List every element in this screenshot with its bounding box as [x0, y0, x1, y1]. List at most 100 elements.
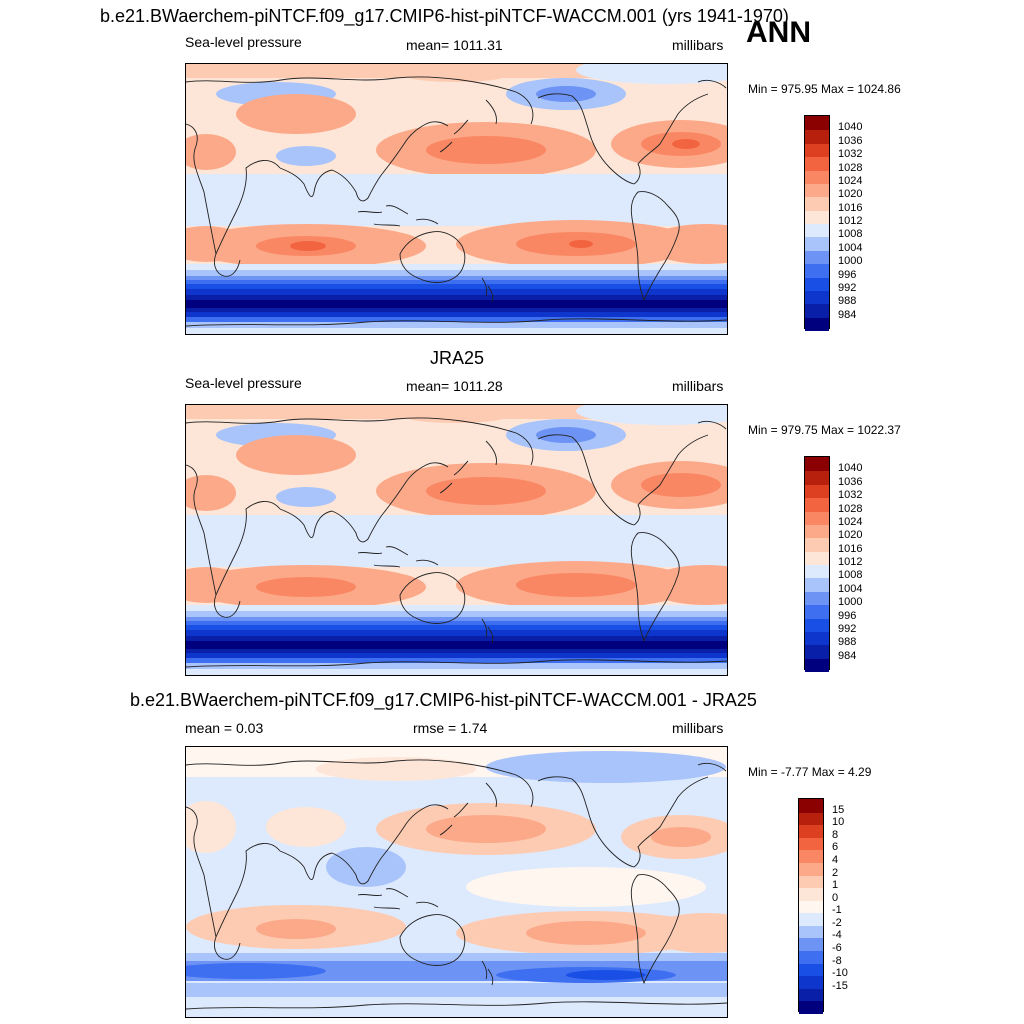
siberian-high [236, 94, 356, 134]
europe-positive [186, 801, 236, 853]
units-label-obs: millibars [672, 378, 724, 394]
colorbar-tick-label: -8 [832, 954, 842, 967]
colorbar-tick-label: -15 [832, 979, 848, 992]
colorbar-swatch [805, 129, 829, 144]
units-label-model: millibars [672, 37, 724, 53]
north-atlantic-positive-core [651, 827, 711, 847]
minmax-label-obs: Min = 979.75 Max = 1022.37 [748, 423, 901, 437]
arctic-high [396, 405, 516, 423]
colorbar-tick-label: 1 [832, 879, 839, 892]
minmax-label-diff: Min = -7.77 Max = 4.29 [748, 765, 872, 779]
colorbar-swatch [799, 987, 823, 1002]
tropical-pacific-zero [466, 867, 706, 907]
colorbar-tick-label: 1040 [838, 462, 863, 475]
arctic-high [396, 64, 516, 82]
colorbar-model [804, 115, 830, 331]
colorbar-tick-label: 4 [832, 853, 839, 866]
colorbar-obs [804, 456, 830, 672]
colorbar-swatch [799, 874, 823, 889]
colorbar-tick-label: 1040 [838, 121, 863, 134]
colorbar-swatch [799, 950, 823, 964]
colorbar-swatch [805, 644, 829, 659]
colorbar-tick-label: 1020 [838, 529, 863, 542]
colorbar-tick-label: 988 [838, 636, 857, 649]
colorbar-swatch [805, 249, 829, 265]
panel-title-obs: JRA25 [430, 348, 485, 368]
variable-label-obs: Sea-level pressure [185, 375, 302, 391]
colorbar-swatch [805, 604, 829, 619]
colorbar-tick-label: 992 [838, 281, 857, 294]
colorbar-swatch [799, 861, 823, 876]
colorbar-swatch [805, 617, 829, 632]
colorbar-tick-label: 15 [832, 803, 845, 816]
colorbar-swatch [805, 497, 829, 512]
indian-ocean-positive-core [256, 919, 336, 939]
colorbar-tick-label: 1004 [838, 241, 863, 254]
colorbar-tick-label: 1008 [838, 228, 863, 241]
colorbar-swatch [799, 811, 823, 826]
aleutian-low-core [536, 86, 596, 102]
rmse-label-diff: rmse = 1.74 [413, 720, 488, 736]
south-atlantic-high-west [186, 567, 246, 603]
azores-high-peak [672, 139, 700, 149]
colorbar-swatch [805, 483, 829, 499]
season-label: ANN [746, 16, 811, 49]
colorbar-tick-label: -4 [832, 929, 842, 942]
warm-pool-low [256, 521, 396, 569]
colorbar-tick-label: 1032 [838, 489, 863, 502]
panel-title-model: b.e21.BWaerchem-piNTCF.f09_g17.CMIP6-his… [100, 6, 789, 26]
colorbar-tick-label: 1008 [838, 569, 863, 582]
antarctic-recovery-3 [186, 322, 727, 328]
south-pacific-positive-core [526, 921, 646, 945]
colorbar-swatch [805, 263, 829, 278]
colorbar-swatch [805, 564, 829, 579]
colorbar-tick-label: 992 [838, 622, 857, 635]
colorbar-tick-label: 1016 [838, 542, 863, 555]
colorbar-tick-label: 1000 [838, 255, 863, 268]
colorbar-tick-label: 1000 [838, 596, 863, 609]
colorbar-swatch [805, 116, 829, 131]
map-obs-slp [185, 404, 728, 676]
colorbar-tick-label: 8 [832, 828, 839, 841]
colorbar-swatch [805, 577, 829, 592]
south-atlantic-high [646, 224, 727, 264]
colorbar-tick-label: 984 [838, 308, 857, 321]
colorbar-tick-label: 1028 [838, 502, 863, 515]
colorbar-tick-label: 988 [838, 295, 857, 308]
mean-label-model: mean= 1011.31 [406, 37, 503, 53]
colorbar-swatch [799, 1000, 823, 1014]
colorbar-swatch [799, 849, 823, 863]
south-pacific-high-peak [569, 240, 593, 248]
colorbar-swatch [805, 523, 829, 539]
colorbar-tick-label: 1004 [838, 582, 863, 595]
colorbar-swatch [805, 289, 829, 305]
colorbar-swatch [799, 937, 823, 952]
colorbar-swatch [799, 799, 823, 813]
south-atlantic-high-west [186, 226, 246, 262]
arctic-low [576, 405, 727, 425]
colorbar-tick-label: 1036 [838, 134, 863, 147]
colorbar-swatch [805, 316, 829, 331]
southern-gradient-992 [186, 625, 727, 631]
antarctic-recovery-2 [186, 317, 727, 322]
colorbar-swatch [805, 156, 829, 171]
north-pacific-high-core [426, 477, 546, 505]
colorbar-tick-label: 984 [838, 649, 857, 662]
antarctic-recovery-2 [186, 658, 727, 663]
southern-gradient-996 [186, 280, 727, 286]
colorbar-tick-label: 1020 [838, 188, 863, 201]
coastlines [186, 417, 727, 668]
colorbar-swatch [805, 510, 829, 525]
colorbar-swatch [805, 223, 829, 238]
colorbar-swatch [805, 657, 829, 672]
coastlines [186, 76, 727, 327]
antarctic-recovery-4 [186, 669, 727, 675]
antarctic-recovery-1 [186, 653, 727, 659]
colorbar-tick-label: 1012 [838, 556, 863, 568]
colorbar-swatch [805, 550, 829, 565]
colorbar-swatch [805, 303, 829, 318]
subantarctic-negative [186, 983, 727, 997]
colorbar-tick-label: 0 [832, 891, 839, 904]
colorbar-tick-label: -6 [832, 942, 842, 955]
colorbar-swatch [805, 590, 829, 606]
